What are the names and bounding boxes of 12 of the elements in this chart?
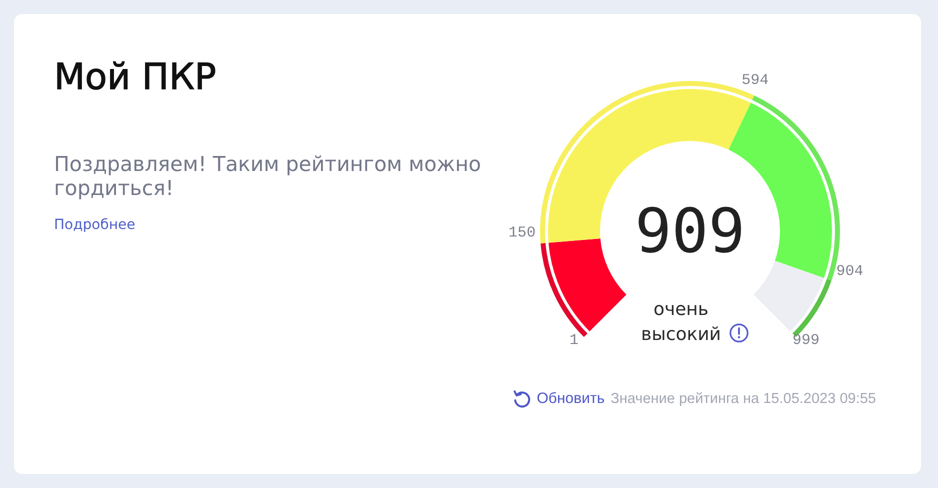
text: очень высокий (641, 299, 721, 345)
text: Обновить (536, 389, 605, 409)
text: Подробнее (54, 216, 136, 234)
text: 999 (792, 332, 820, 349)
text: 1 (570, 332, 579, 349)
text: 904 (836, 263, 864, 280)
text: Мой ПКР (54, 56, 216, 100)
text: 594 (742, 72, 769, 89)
text: 150 (508, 224, 536, 242)
text: Поздравляем! Таким рейтингом можно гордиться! (54, 152, 482, 200)
text: Значение рейтинга на 15.05.2023 09:55 (610, 390, 876, 409)
text: 909 (634, 196, 746, 268)
